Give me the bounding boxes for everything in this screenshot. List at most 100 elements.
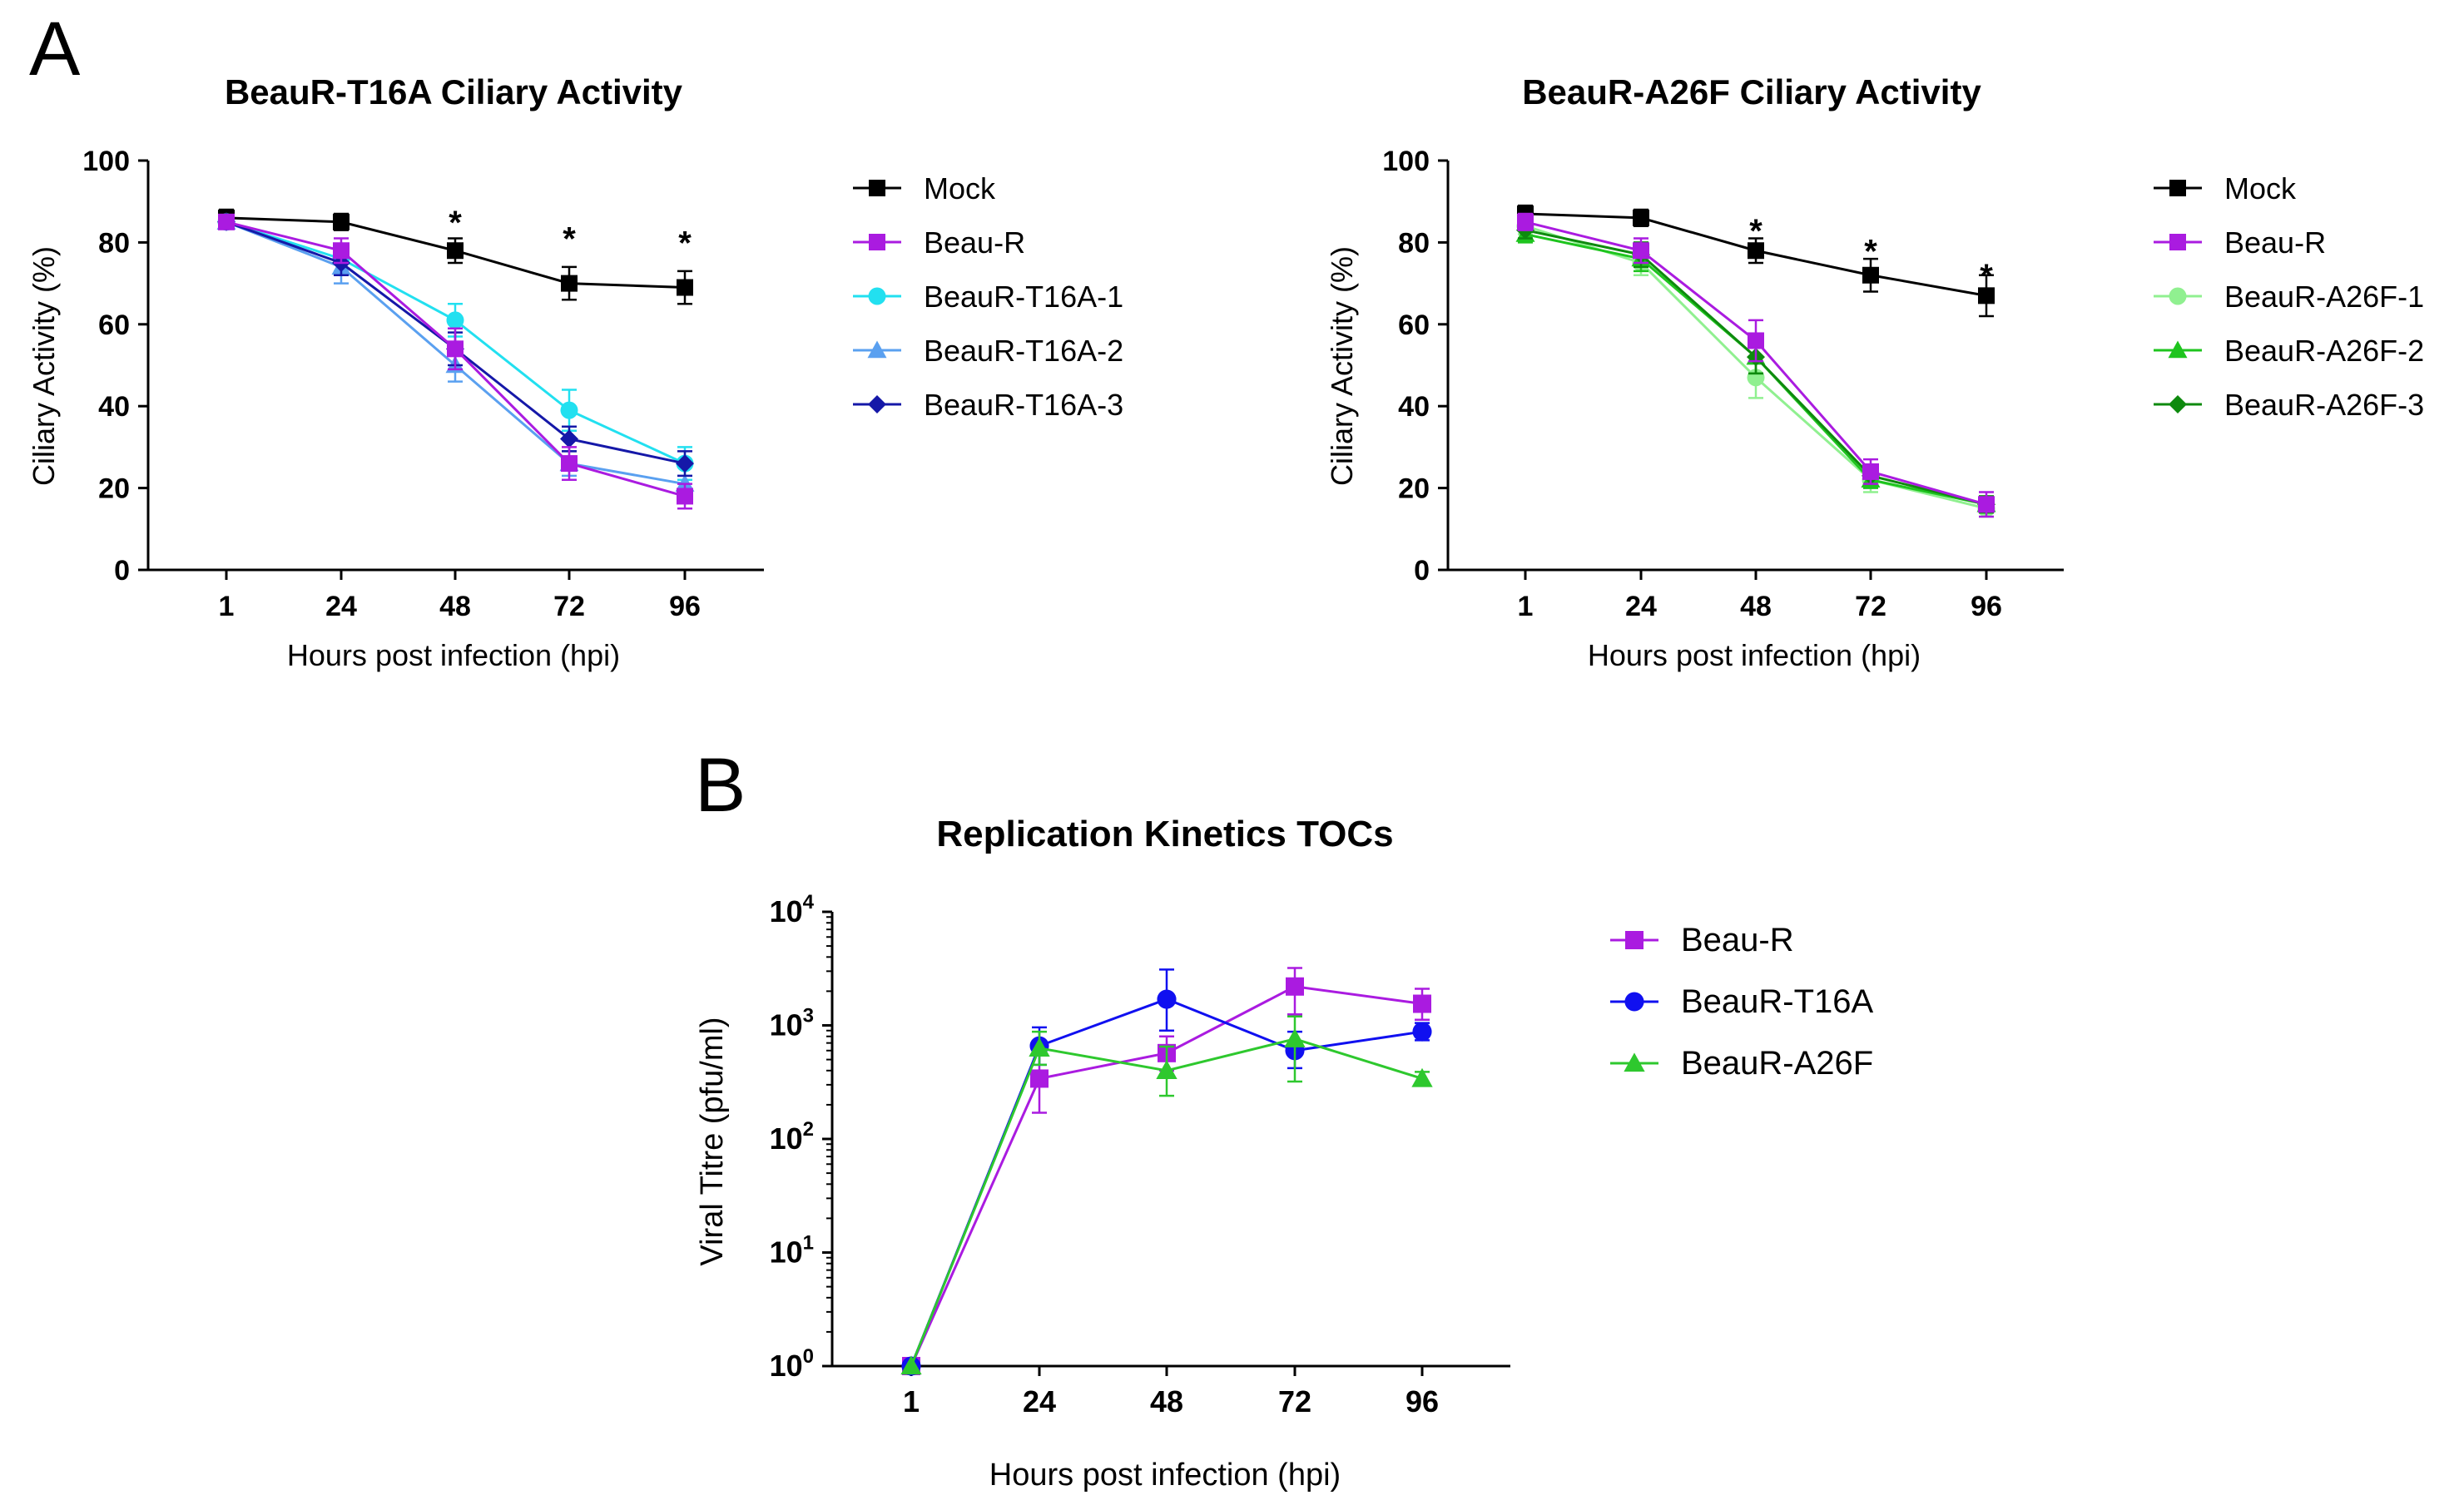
legend-marker	[2169, 234, 2186, 250]
data-point	[677, 488, 693, 505]
legend-marker	[867, 340, 887, 359]
data-point	[561, 455, 578, 473]
significance-asterisk: *	[1749, 213, 1762, 250]
x-tick-label: 24	[1625, 591, 1657, 622]
y-tick-label: 0	[1414, 555, 1430, 587]
legend-label: BeauR-T16A-3	[924, 388, 1123, 422]
legend-item: BeauR-T16A-3	[853, 388, 1123, 422]
x-tick-label: 72	[1278, 1384, 1311, 1418]
y-tick-label: 40	[98, 391, 130, 423]
x-tick-label: 48	[439, 591, 471, 622]
legend-item: BeauR-A26F-3	[2154, 388, 2424, 422]
legend-label: BeauR-T16A-1	[924, 280, 1123, 314]
significance-asterisk: *	[449, 205, 462, 241]
legend-marker	[869, 234, 885, 250]
legend-label: BeauR-A26F	[1681, 1045, 1873, 1082]
data-point	[1413, 994, 1431, 1013]
chart-t16a-ciliary: BeauR-T16A Ciliary Activity 0 20 40 60 80 100…	[27, 72, 1123, 672]
y-tick-label: 20	[1398, 473, 1430, 505]
series-beaur-a26f	[900, 1015, 1433, 1375]
legend-marker	[869, 180, 885, 196]
legend-item: Beau-R	[1610, 922, 1794, 958]
legend-marker	[1624, 1052, 1645, 1072]
chart-replication-plot: 100 101 102 103 104 1 24 48 72 96	[770, 891, 1510, 1418]
chart-t16a-plot: 0 20 40 60 80 100 1 24 48 72 96 * * *	[82, 146, 764, 622]
data-point	[333, 242, 350, 260]
chart-a26f-title: BeauR-A26F Ciliary Activity	[1522, 72, 1981, 111]
legend-item: Beau-R	[2154, 225, 2326, 260]
legend-label: BeauR-T16A-2	[924, 334, 1123, 368]
x-tick-label: 1	[903, 1384, 920, 1418]
chart-t16a-title: BeauR-T16A Ciliary Activity	[225, 72, 683, 111]
data-point	[1862, 463, 1879, 480]
legend-label: Beau-R	[924, 225, 1025, 260]
y-tick-label: 80	[1398, 227, 1430, 259]
y-tick-label: 100	[770, 1345, 814, 1383]
y-tick-label: 80	[98, 227, 130, 259]
chart-t16a-legend: Mock Beau-R BeauR-T16A-1 BeauR-T16A-2 BeauR-…	[853, 171, 1123, 422]
legend-item: Mock	[2154, 171, 2297, 205]
y-tick-label: 101	[770, 1232, 814, 1270]
x-tick-label: 96	[669, 591, 701, 622]
legend-label: Beau-R	[2224, 225, 2326, 260]
data-point	[447, 242, 464, 260]
y-tick-label: 40	[1398, 391, 1430, 423]
x-tick-label: 48	[1150, 1384, 1183, 1418]
y-tick-label: 100	[1382, 146, 1430, 177]
x-tick-label: 96	[1406, 1384, 1439, 1418]
chart-replication-kinetics: Replication Kinetics TOCs 10010110210310…	[695, 814, 1874, 1493]
data-point	[560, 429, 578, 448]
chart-a26f-y-axis-label: Ciliary Activity (%)	[1325, 246, 1359, 486]
chart-a26f-legend: Mock Beau-R BeauR-A26F-1 BeauR-A26F-2 BeauR-…	[2154, 171, 2424, 422]
legend-item: Mock	[853, 171, 996, 205]
data-point	[447, 340, 464, 358]
data-point	[1748, 242, 1764, 260]
data-point	[1157, 989, 1177, 1009]
legend-item: BeauR-A26F-1	[2154, 280, 2424, 314]
chart-a26f-ciliary: BeauR-A26F Ciliary Activity 0 20 40 60 80 100…	[1325, 72, 2424, 672]
legend-label: BeauR-A26F-3	[2224, 388, 2424, 422]
y-tick-label: 60	[98, 309, 130, 341]
legend-marker	[2169, 287, 2187, 305]
y-tick-label: 103	[770, 1005, 814, 1042]
legend-label: Mock	[924, 171, 996, 205]
x-tick-label: 1	[1518, 591, 1534, 622]
series-beau-r	[218, 213, 693, 510]
legend-item: BeauR-A26F	[1610, 1045, 1873, 1082]
x-tick-label: 48	[1740, 591, 1772, 622]
chart-replication-x-axis-label: Hours post infection (hpi)	[989, 1458, 1341, 1493]
data-point	[900, 1355, 922, 1375]
data-point	[1633, 209, 1649, 226]
data-point	[1156, 1060, 1177, 1079]
legend-marker	[2168, 340, 2188, 359]
data-point	[1633, 242, 1649, 260]
data-point	[1029, 1037, 1050, 1057]
legend-item: BeauR-T16A-2	[853, 334, 1123, 368]
data-point	[1862, 266, 1879, 284]
chart-replication-title: Replication Kinetics TOCs	[936, 814, 1393, 854]
y-tick-label: 102	[770, 1118, 814, 1156]
y-tick-label: 60	[1398, 309, 1430, 341]
data-point	[560, 401, 578, 419]
data-point	[1412, 1022, 1432, 1042]
x-tick-label: 72	[553, 591, 585, 622]
data-point	[1978, 496, 1995, 513]
x-tick-label: 1	[219, 591, 235, 622]
data-point	[1978, 287, 1995, 304]
significance-asterisk: *	[678, 225, 692, 262]
legend-marker	[2169, 180, 2186, 196]
data-point	[1411, 1067, 1433, 1087]
legend-label: BeauR-A26F-2	[2224, 334, 2424, 368]
data-point	[676, 454, 694, 473]
legend-item: BeauR-A26F-2	[2154, 334, 2424, 368]
y-tick-label: 0	[114, 555, 130, 587]
chart-t16a-y-axis-label: Ciliary Activity (%)	[27, 246, 61, 486]
data-point	[677, 279, 693, 296]
x-tick-label: 72	[1855, 591, 1886, 622]
x-tick-label: 96	[1971, 591, 2002, 622]
data-point	[1284, 1028, 1306, 1047]
series-beau-r	[1517, 212, 1995, 518]
data-point	[1030, 1069, 1049, 1088]
